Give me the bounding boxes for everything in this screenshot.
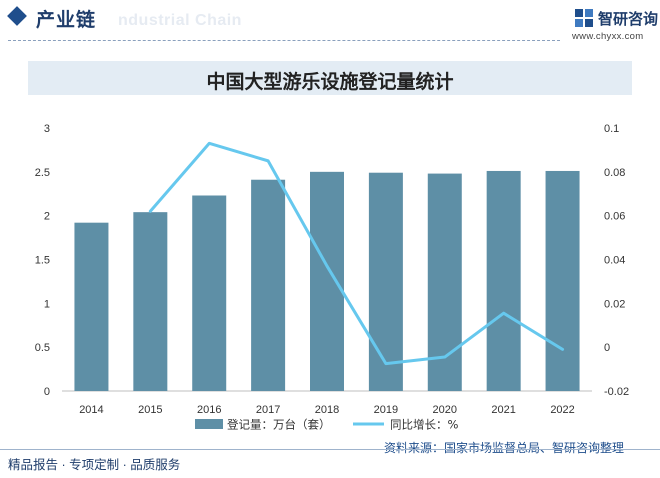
section-title-watermark: ndustrial Chain (118, 12, 242, 29)
x-tick-label: 2020 (433, 404, 457, 416)
bar (368, 172, 403, 391)
x-tick-label: 2014 (79, 404, 103, 416)
x-tick-label: 2016 (197, 404, 221, 416)
y-right-tick-label: -0.02 (604, 386, 629, 398)
y-right-tick-label: 0 (604, 342, 610, 354)
x-tick-label: 2017 (256, 404, 280, 416)
y-left-tick-label: 1 (44, 298, 50, 310)
legend-swatch-bar (195, 419, 223, 429)
bar (486, 170, 521, 391)
brand-logo-icon (575, 9, 593, 27)
bar (133, 212, 168, 391)
bar (251, 179, 286, 391)
x-tick-label: 2015 (138, 404, 162, 416)
brand-name: 智研咨询 (598, 11, 659, 28)
chart-title-bar: 中国大型游乐设施登记量统计 (28, 61, 632, 95)
bar (74, 222, 109, 391)
brand-url: www.chyxx.com (572, 31, 644, 42)
bar (192, 195, 227, 391)
y-left-tick-label: 2 (44, 211, 50, 223)
bar (427, 173, 462, 391)
legend-label-bar: 登记量：万台（套） (227, 418, 331, 432)
y-right-tick-label: 0.02 (604, 298, 625, 310)
y-right-tick-label: 0.06 (604, 211, 625, 223)
bar (310, 171, 344, 391)
x-tick-label: 2018 (315, 404, 339, 416)
y-right-tick-label: 0.04 (604, 255, 625, 267)
y-left-tick-label: 0 (44, 386, 50, 398)
y-left-tick-label: 2.5 (35, 167, 50, 179)
header-divider (8, 40, 560, 41)
x-tick-label: 2022 (550, 404, 574, 416)
legend-label-line: 同比增长：% (390, 418, 458, 432)
bar (545, 170, 580, 391)
y-left-tick-label: 3 (44, 123, 50, 135)
x-tick-label: 2019 (374, 404, 398, 416)
y-right-tick-label: 0.08 (604, 167, 625, 179)
section-title: 产业链 (36, 10, 97, 31)
y-right-tick-label: 0.1 (604, 123, 619, 135)
chart-title: 中国大型游乐设施登记量统计 (206, 72, 454, 93)
y-left-tick-label: 1.5 (35, 255, 50, 267)
y-left-tick-label: 0.5 (35, 342, 50, 354)
data-source: 资料来源：国家市场监督总局、智研咨询整理 (384, 441, 625, 455)
header: 产业链 ndustrial Chain 智研咨询 www.chyxx.com (0, 0, 660, 46)
footer-divider (0, 449, 660, 450)
footer-tagline: 精品报告 · 专项定制 · 品质服务 (8, 458, 181, 472)
growth-line (148, 141, 565, 366)
x-tick-label: 2021 (491, 404, 515, 416)
